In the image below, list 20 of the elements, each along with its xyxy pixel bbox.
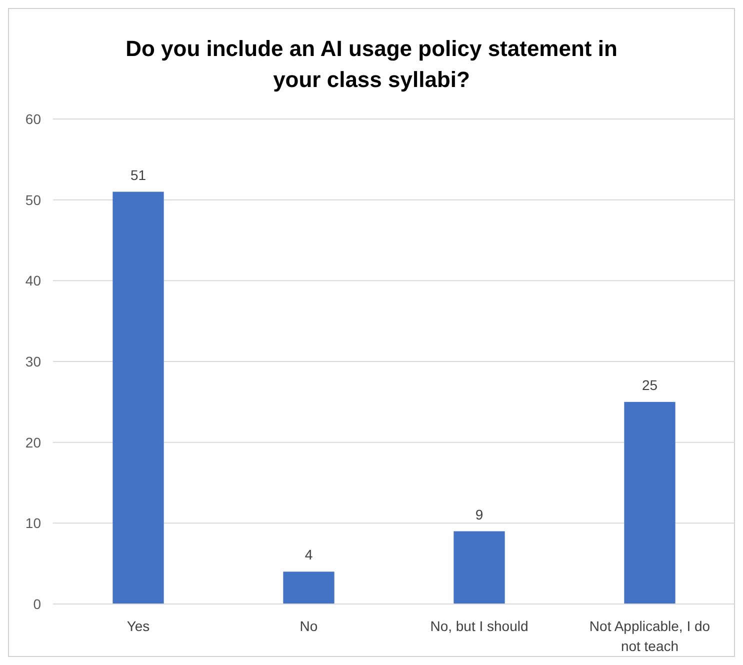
y-tick-label: 10 (25, 515, 42, 532)
y-tick-label: 60 (25, 111, 42, 127)
data-label: 4 (304, 546, 313, 563)
bar (283, 572, 334, 604)
y-tick-label: 0 (33, 596, 42, 612)
bar (112, 192, 164, 604)
y-tick-label: 30 (25, 354, 42, 370)
y-tick-label: 20 (25, 434, 42, 450)
x-tick-label: Not Applicable, I do not teach (589, 618, 710, 654)
x-tick-label: No, but I should (430, 618, 528, 634)
bar (454, 531, 505, 604)
y-tick-label: 40 (25, 272, 42, 289)
x-tick-label: Yes (126, 618, 150, 634)
data-label: 9 (475, 506, 484, 522)
chart-title: Do you include an AI usage policy statement in your class syllabi? (126, 36, 618, 92)
data-label: 51 (130, 166, 146, 183)
y-tick-label: 50 (25, 192, 42, 208)
x-tick-label: No (300, 618, 318, 634)
bar (624, 402, 676, 604)
data-label: 25 (642, 376, 658, 393)
